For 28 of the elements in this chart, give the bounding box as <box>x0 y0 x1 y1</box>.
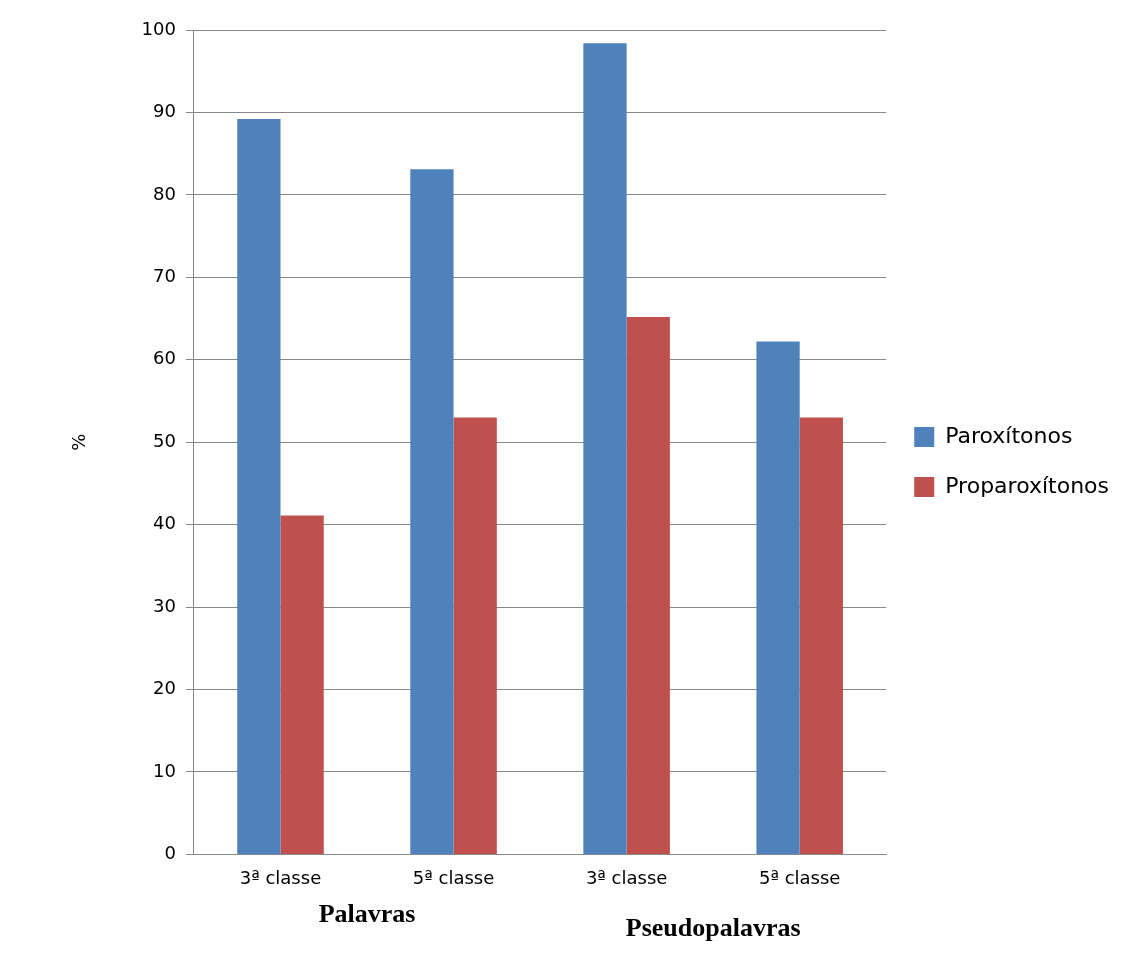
text: Pseudopalavras <box>625 912 801 942</box>
y-axis-title: % <box>68 433 90 451</box>
bar <box>410 169 454 854</box>
text: Palavras <box>318 898 416 928</box>
y-tick-label: 20 <box>153 677 176 699</box>
bar <box>626 316 670 854</box>
y-tick-label: 50 <box>153 429 176 451</box>
y-tick-label: 80 <box>153 182 176 204</box>
x-tick-label: 5ª classe <box>758 866 841 888</box>
bar <box>756 341 800 854</box>
y-tick-label: 30 <box>153 594 176 616</box>
y-tick-label: 40 <box>153 512 176 534</box>
bar <box>453 417 497 854</box>
x-tick-label: 5ª classe <box>412 866 495 888</box>
y-tick-label: 70 <box>153 264 176 286</box>
x-tick-label: 3ª classe <box>585 866 668 888</box>
y-tick-label: 90 <box>153 100 176 122</box>
y-tick-label: 60 <box>153 347 176 369</box>
legend-label: Proparoxítonos <box>945 472 1110 498</box>
bar <box>799 417 843 854</box>
x-tick-label: 3ª classe <box>239 866 322 888</box>
y-tick-label: 100 <box>141 17 176 39</box>
bar <box>237 119 281 854</box>
legend-label: Paroxítonos <box>945 422 1073 448</box>
y-tick-label: 0 <box>164 842 176 864</box>
y-tick-label: 10 <box>153 759 176 781</box>
bar <box>280 515 324 854</box>
bar <box>583 43 627 854</box>
